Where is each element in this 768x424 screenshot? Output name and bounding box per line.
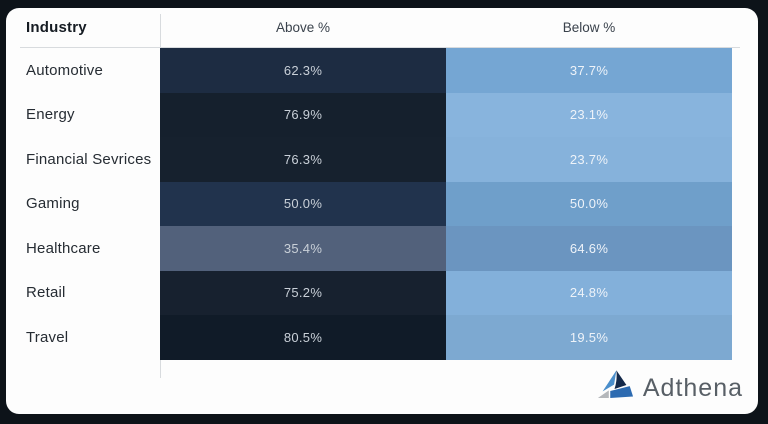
industry-label: Travel	[26, 328, 69, 346]
above-percent-cell: 35.4%	[160, 226, 446, 271]
below-percent-cell: 37.7%	[446, 48, 732, 93]
table-row: Automotive 62.3% 37.7%	[6, 48, 732, 93]
table-row: Healthcare 35.4% 64.6%	[6, 226, 732, 271]
brand-logo: Adthena	[596, 369, 743, 407]
table-row: Retail 75.2% 24.8%	[6, 270, 732, 315]
logo-facet-gray	[597, 390, 609, 398]
header-rule-line	[20, 47, 740, 48]
table-body: Automotive 62.3% 37.7% Energy 76.9% 23.1% Fina…	[6, 48, 732, 360]
table-row: Travel 80.5% 19.5%	[6, 315, 732, 360]
below-percent-cell: 64.6%	[446, 226, 732, 271]
table-row: Energy 76.9% 23.1%	[6, 92, 732, 137]
industry-label: Gaming	[26, 195, 80, 213]
column-header-industry: Industry	[26, 19, 87, 36]
logo-facet-fin	[614, 370, 627, 389]
below-percent-cell: 50.0%	[446, 181, 732, 226]
industry-label: Energy	[26, 106, 75, 124]
above-percent-cell: 75.2%	[160, 270, 446, 315]
below-percent-cell: 23.1%	[446, 92, 732, 137]
chart-card: Industry Above % Below % Automotive 62.3%…	[6, 8, 758, 414]
below-percent-cell: 24.8%	[446, 270, 732, 315]
table-row: Financial Sevrices 76.3% 23.7%	[6, 137, 732, 182]
industry-label: Financial Sevrices	[26, 150, 152, 168]
logo-facet-band	[610, 386, 633, 398]
adthena-logo-icon	[597, 370, 633, 398]
industry-label: Retail	[26, 284, 66, 302]
above-percent-cell: 76.3%	[160, 137, 446, 182]
logo-facet-sail	[602, 370, 617, 392]
table-row: Gaming 50.0% 50.0%	[6, 181, 732, 226]
above-percent-cell: 50.0%	[160, 181, 446, 226]
below-percent-cell: 19.5%	[446, 315, 732, 360]
industry-label: Automotive	[26, 61, 104, 79]
brand-name: Adthena	[642, 373, 743, 402]
above-percent-cell: 76.9%	[160, 92, 446, 137]
column-header-above: Above %	[275, 20, 331, 35]
above-percent-cell: 80.5%	[160, 315, 446, 360]
industry-label: Healthcare	[26, 239, 101, 257]
above-percent-cell: 62.3%	[160, 48, 446, 93]
column-header-below: Below %	[562, 20, 616, 35]
below-percent-cell: 23.7%	[446, 137, 732, 182]
